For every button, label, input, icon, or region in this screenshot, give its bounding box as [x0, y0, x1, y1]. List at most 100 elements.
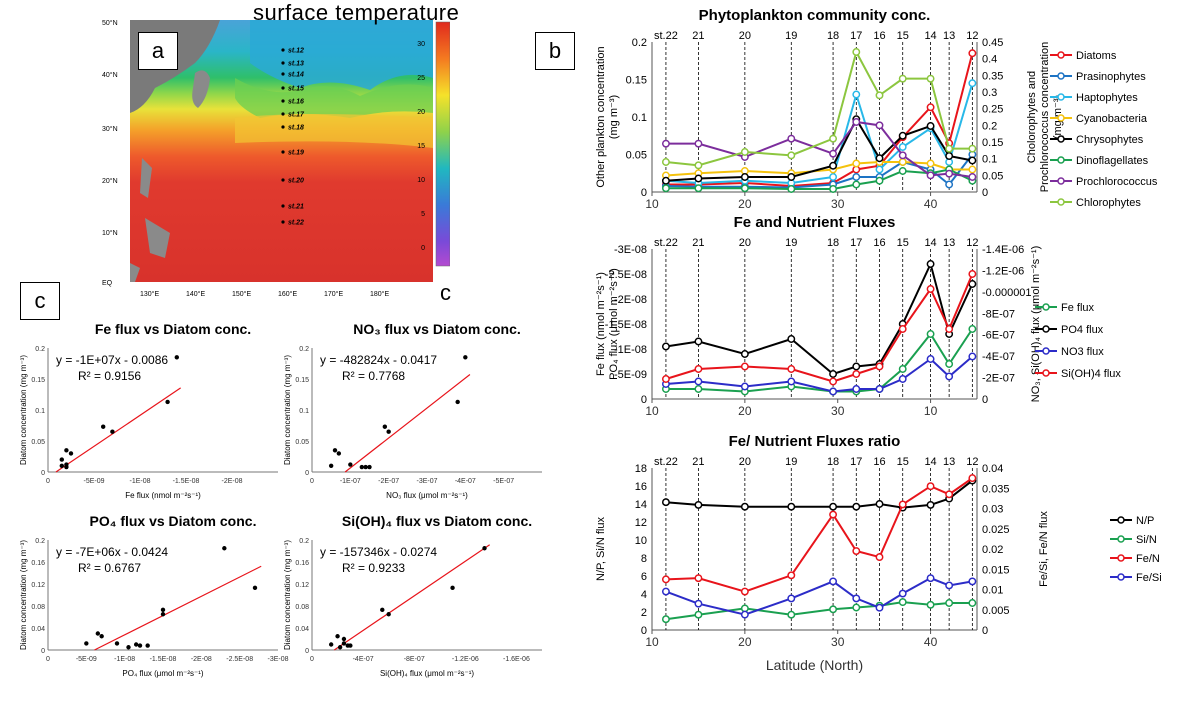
trendline: [55, 387, 181, 473]
legend-marker: [1117, 573, 1125, 581]
station-tick-label: 15: [897, 456, 909, 468]
data-point: [852, 362, 861, 371]
station-tick-label: 16: [873, 456, 885, 468]
x-tick-label: 10: [645, 197, 659, 211]
y-axis-label-right: Fe/Si, Fe/N flux: [1038, 511, 1050, 587]
x-tick-label: 20: [738, 635, 752, 649]
y-tick-label-left: -2E-08: [614, 294, 647, 306]
station-tick-label: 14: [924, 30, 936, 42]
data-point: [875, 91, 884, 100]
y-tick-label: 0.16: [295, 560, 309, 567]
data-point: [694, 500, 703, 509]
data-point: [787, 335, 796, 343]
data-point: [661, 587, 670, 596]
data-point: [926, 355, 935, 363]
legend-marker: [1042, 325, 1050, 333]
legend-marker: [1117, 535, 1125, 543]
data-point: [64, 448, 69, 453]
x-tick-label: -1E-07: [340, 478, 361, 485]
colorbar-tick-label: 5: [421, 211, 425, 218]
station-marker: [281, 86, 285, 90]
data-point: [386, 429, 391, 434]
legend-marker: [1057, 177, 1065, 185]
data-point: [898, 325, 907, 333]
data-point: [968, 352, 977, 361]
philippines-landmass: [145, 218, 170, 258]
map-lat-label: 50°N: [102, 19, 118, 27]
data-point: [222, 546, 227, 551]
trendline: [344, 374, 471, 473]
y-tick-label: 0.12: [295, 582, 309, 589]
y-tick-label: 0.1: [299, 408, 309, 415]
y-tick-label-left: 4: [641, 589, 647, 601]
map-title: surface temperature: [253, 0, 460, 25]
data-point: [787, 502, 796, 511]
data-point: [968, 599, 977, 607]
y-axis-label: Diatom concentration (mg m⁻³): [283, 540, 292, 650]
chart-si_diatom: Si(OH)₄ flux vs Diatom conc. 0 -4E-07 -8E-0…: [283, 513, 542, 678]
x-tick-label: 40: [924, 635, 938, 649]
map-stations: st.12 st.13 st.14 st.15 st.16 st.17 st.18 st.19…: [281, 48, 305, 227]
data-point: [694, 139, 703, 148]
y-tick-label-right: -1.2E-06: [982, 265, 1024, 277]
map-lat-label: 10°N: [102, 229, 118, 237]
x-tick-label: 0: [46, 656, 50, 663]
x-tick-label: 10: [645, 635, 659, 649]
trend-r2: R² = 0.7768: [342, 369, 405, 383]
station-label: st.13: [288, 61, 304, 68]
station-tick-label: 13: [943, 237, 955, 249]
data-point: [829, 149, 838, 158]
data-point: [359, 464, 365, 470]
data-point: [945, 599, 954, 607]
data-point: [101, 424, 106, 429]
station-label: st.19: [288, 150, 304, 157]
legend-marker: [1057, 156, 1065, 164]
japan-landmass: [192, 70, 210, 108]
x-tick-label: -4E-07: [455, 478, 476, 485]
y-tick-label-right: 0.35: [982, 70, 1003, 82]
data-point: [926, 574, 935, 583]
data-point: [694, 385, 703, 393]
data-point: [852, 594, 861, 603]
data-point: [126, 645, 131, 650]
x-tick-label: 0: [310, 478, 314, 485]
data-point: [740, 587, 749, 596]
chart-no3_diatom: NO₃ flux vs Diatom conc. 0 -1E-07 -2E-07 -3E…: [283, 321, 542, 500]
trendline: [333, 544, 491, 651]
legend-label: N/P: [1136, 515, 1154, 527]
y-tick-label-left: 14: [635, 499, 647, 511]
x-tick-label: -3E-08: [267, 656, 288, 663]
station-tick-label: 16: [873, 30, 885, 42]
station-tick-label: 19: [785, 456, 797, 468]
data-point: [852, 180, 861, 189]
data-point: [694, 574, 703, 583]
station-label: st.16: [288, 99, 304, 106]
data-point: [740, 610, 749, 619]
data-point: [114, 641, 120, 646]
data-point: [945, 169, 954, 178]
station-label: st.17: [288, 112, 305, 119]
y-tick-label-left: 0: [641, 187, 647, 199]
map-figure: 30 25 20 15 10 5 0 50°N 40°N 30°N 20°N 10°N EQ 130°…: [100, 18, 451, 303]
x-tick-label: 40: [924, 197, 938, 211]
y-tick-label: 0.05: [295, 439, 309, 446]
y-tick-label: 0.16: [31, 560, 45, 567]
map-lat-label: EQ: [102, 280, 113, 287]
y-tick-label-right: 0: [982, 394, 988, 406]
station-tick-label: 19: [785, 237, 797, 249]
legend-label: Cyanobacteria: [1076, 113, 1148, 125]
station-tick-label: 13: [943, 30, 955, 42]
data-point: [335, 634, 340, 639]
data-point: [337, 645, 343, 650]
y-tick-label: 0.04: [31, 626, 45, 633]
data-point: [926, 159, 935, 168]
y-axis-label-left: PO₄ flux (μmol m⁻²s⁻¹): [608, 268, 620, 380]
data-point: [661, 342, 670, 351]
series-line-PO4 flux: [665, 261, 974, 376]
data-point: [875, 176, 884, 185]
colorbar-tick-label: 25: [417, 75, 425, 82]
legend-marker: [1117, 554, 1125, 562]
y-tick-label-left: -3E-08: [614, 244, 647, 256]
legend-marker: [1117, 516, 1125, 524]
